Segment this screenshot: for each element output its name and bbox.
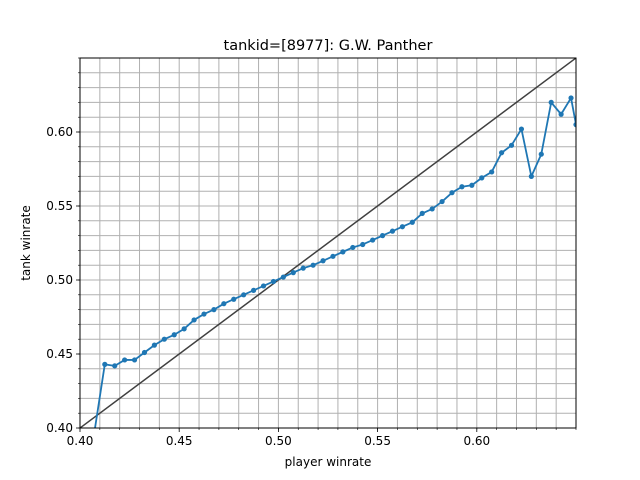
- data-point: [429, 206, 435, 212]
- x-tick-label: 0.40: [67, 434, 94, 448]
- chart-title: tankid=[8977]: G.W. Panther: [224, 38, 433, 54]
- data-point: [518, 126, 525, 132]
- y-tick-label: 0.60: [46, 125, 73, 139]
- grid-lines: [79, 57, 577, 429]
- data-point: [350, 244, 356, 251]
- data-point: [171, 332, 177, 338]
- x-tick-label: 0.55: [364, 434, 391, 448]
- plot-frame: [79, 57, 577, 429]
- data-point: [449, 190, 455, 196]
- data-point: [459, 184, 465, 190]
- data-point: [528, 173, 534, 179]
- data-point: [558, 111, 564, 117]
- data-point: [419, 210, 425, 216]
- x-tick-label: 0.60: [463, 434, 490, 448]
- data-point: [131, 357, 138, 363]
- x-tick-label: 0.50: [265, 434, 292, 448]
- series-layer: [80, 58, 576, 428]
- data-point: [280, 274, 286, 280]
- data-point: [251, 287, 257, 293]
- y-axis-label: tank winrate: [19, 205, 33, 281]
- data-point: [479, 175, 485, 181]
- data-point: [241, 292, 247, 298]
- data-point: [191, 317, 197, 323]
- data-point: [102, 361, 108, 367]
- y-tick-label: 0.55: [46, 199, 73, 213]
- data-point: [548, 99, 554, 105]
- data-point: [573, 122, 576, 128]
- data-point: [181, 326, 187, 332]
- data-point: [389, 228, 396, 234]
- data-point: [340, 249, 346, 255]
- data-point: [399, 224, 405, 230]
- x-axis-label: player winrate: [285, 455, 372, 469]
- data-point: [300, 265, 306, 271]
- data-point: [260, 283, 267, 289]
- data-point: [320, 258, 326, 264]
- data-point: [122, 357, 128, 363]
- data-point: [211, 307, 217, 313]
- data-point: [270, 278, 277, 285]
- data-point: [201, 311, 207, 317]
- data-point: [330, 253, 336, 259]
- x-tick-label: 0.45: [166, 434, 193, 448]
- data-point: [370, 237, 376, 243]
- y-tick-label: 0.45: [46, 347, 73, 361]
- y-tick-label: 0.50: [46, 273, 73, 287]
- data-point: [379, 233, 386, 239]
- data-point: [141, 349, 148, 356]
- data-point: [310, 262, 316, 268]
- data-point: [360, 241, 366, 248]
- data-point: [538, 151, 544, 157]
- data-point: [221, 301, 227, 307]
- reference-line: [80, 58, 576, 428]
- data-point: [499, 150, 505, 156]
- data-point: [409, 219, 415, 225]
- data-point: [112, 363, 118, 369]
- data-point: [439, 198, 445, 205]
- data-point: [290, 270, 296, 276]
- data-point: [489, 169, 495, 175]
- data-point: [151, 342, 157, 348]
- data-point: [231, 296, 237, 302]
- data-point: [568, 95, 574, 101]
- y-tick-label: 0.40: [46, 421, 73, 435]
- data-point: [161, 336, 167, 342]
- data-point: [508, 142, 515, 148]
- data-point: [469, 182, 475, 188]
- axis-ticks: 0.40 0.45 0.50 0.55 0.60 0.40 0.45 0.50 0.55 0.60: [46, 57, 577, 448]
